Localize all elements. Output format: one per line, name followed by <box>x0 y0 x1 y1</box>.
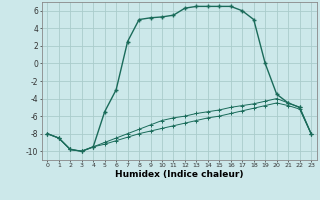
X-axis label: Humidex (Indice chaleur): Humidex (Indice chaleur) <box>115 170 244 179</box>
